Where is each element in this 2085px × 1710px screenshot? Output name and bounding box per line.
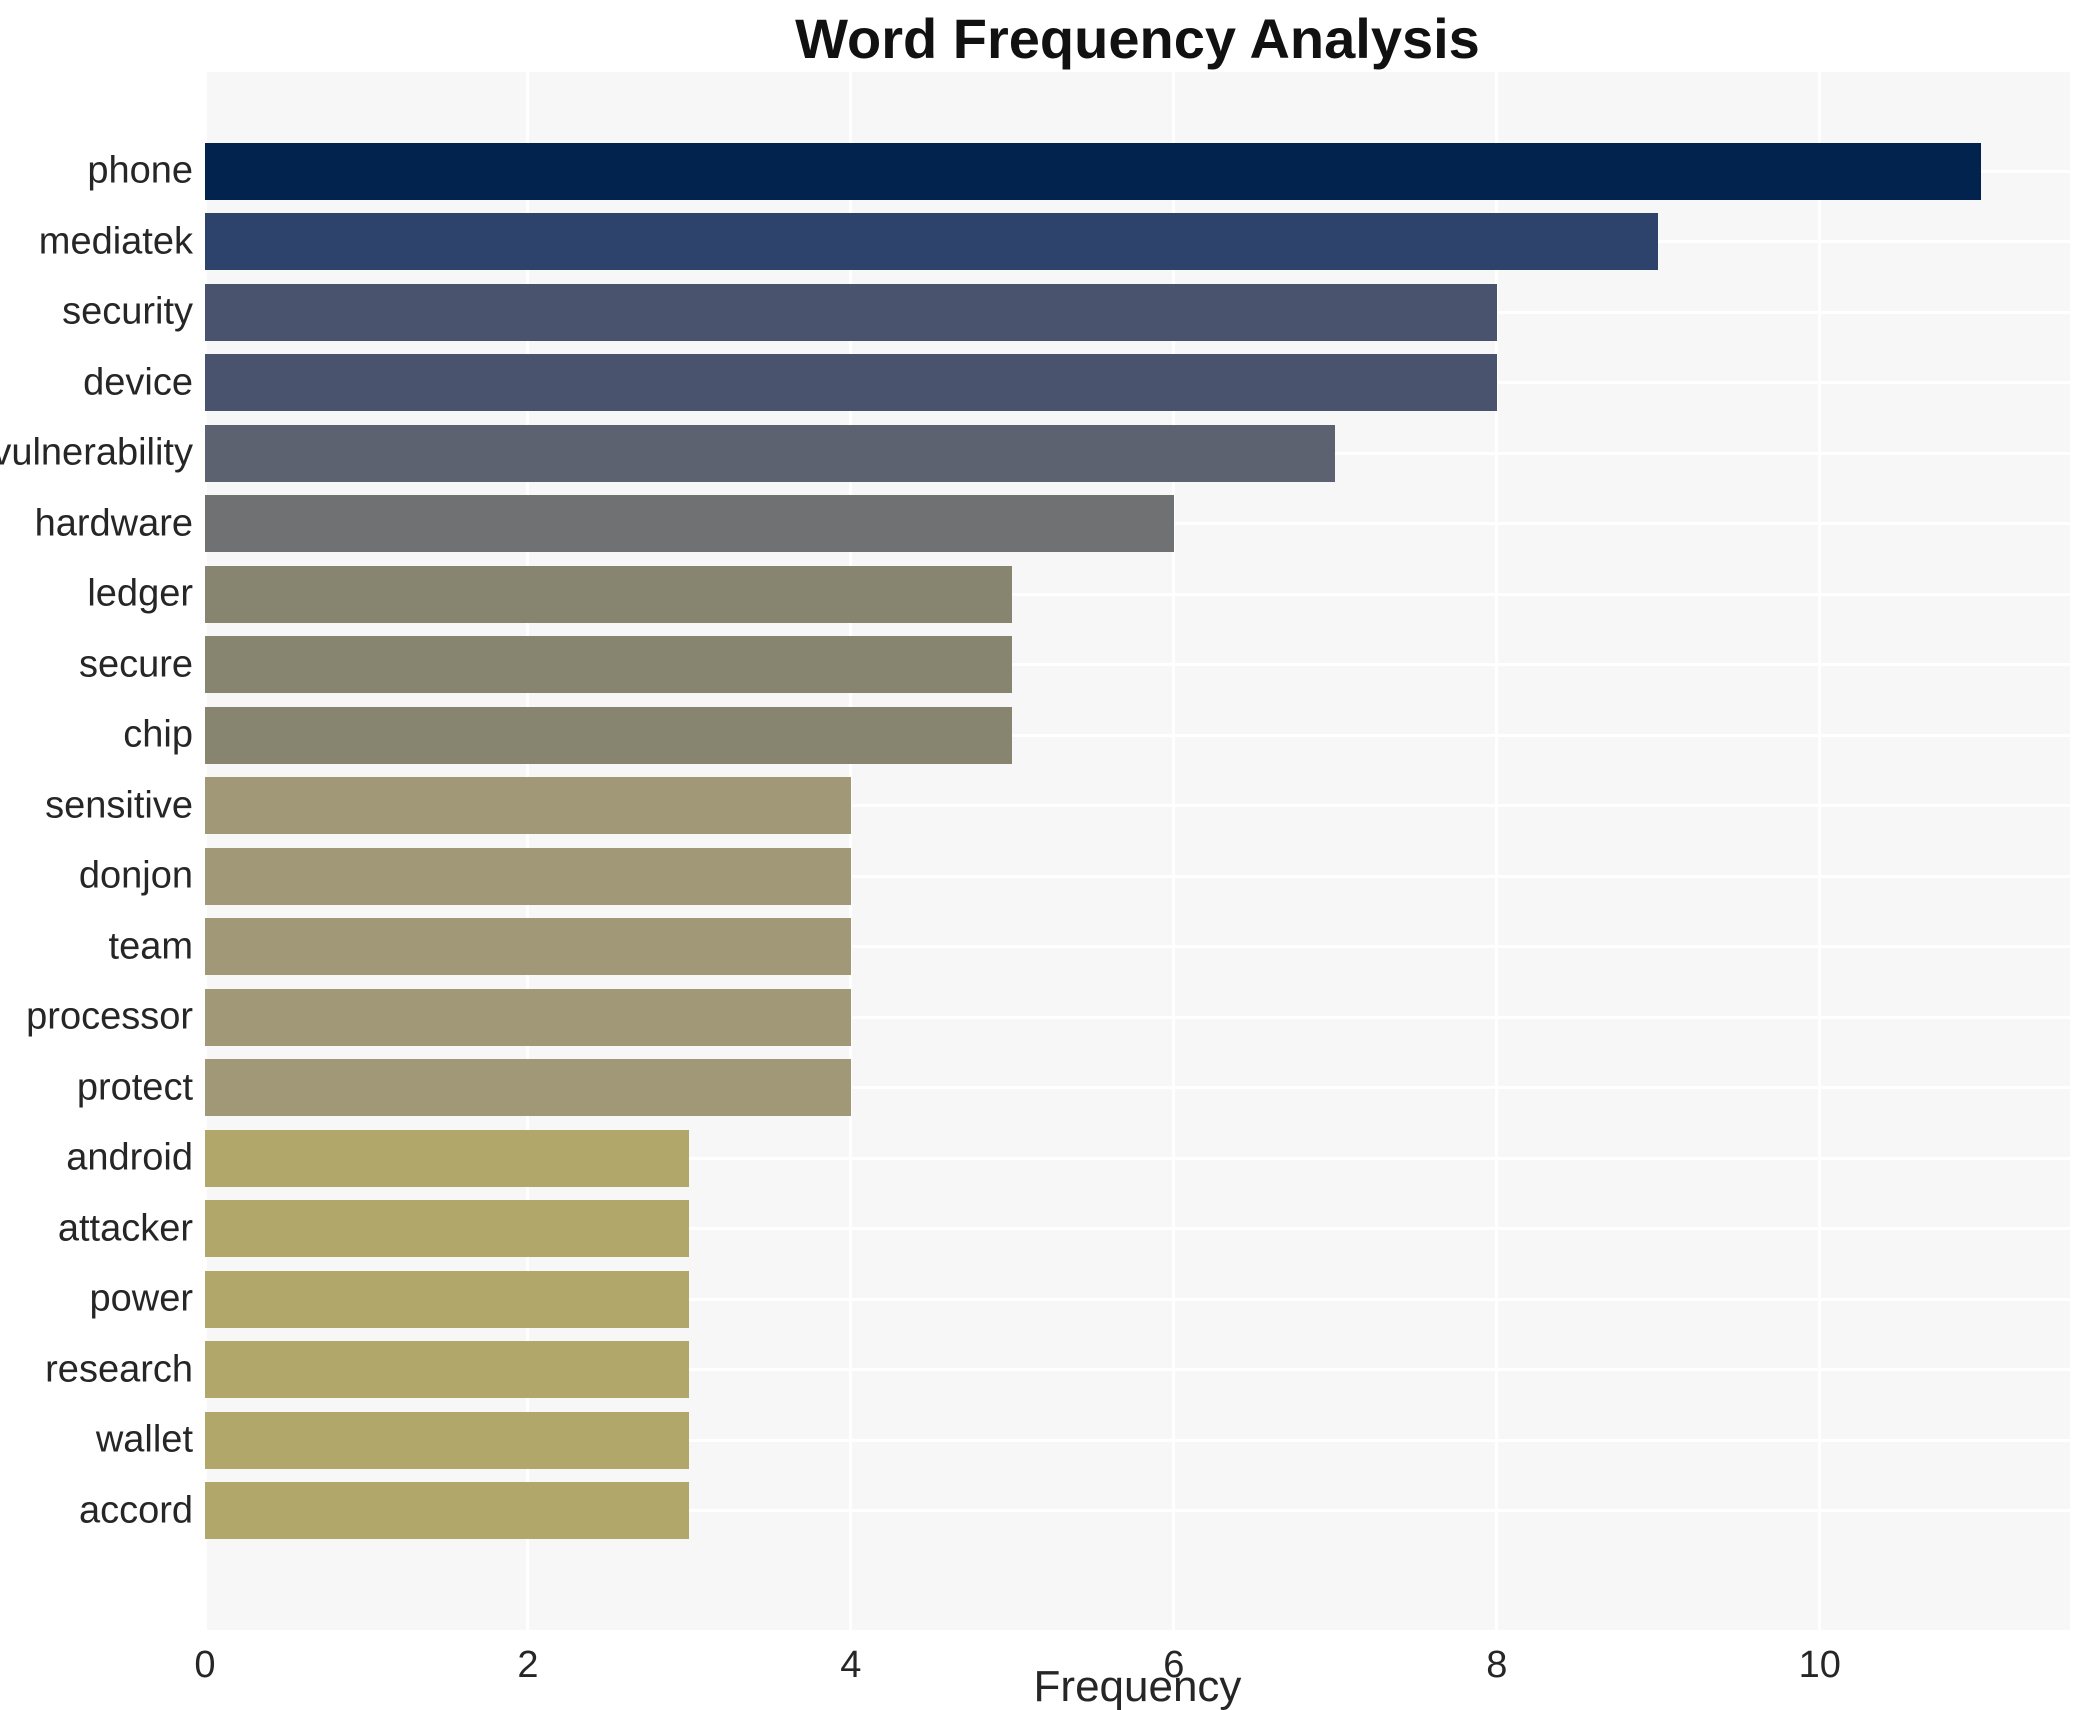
bar-team: [205, 918, 851, 975]
gridline-y: [205, 804, 2070, 807]
gridline-x-4: [849, 72, 853, 1630]
x-axis-title: Frequency: [1033, 1662, 1242, 1710]
gridline-y: [205, 1086, 2070, 1089]
y-tick-label-donjon: donjon: [78, 854, 193, 897]
y-tick-label-team: team: [108, 925, 193, 967]
gridline-y: [205, 1368, 2070, 1371]
bar-secure: [205, 636, 1013, 693]
x-tick-label-6: 6: [1163, 1644, 1185, 1686]
x-tick-label-8: 8: [1486, 1644, 1508, 1686]
y-tick-label-chip: chip: [123, 713, 193, 756]
bar-protect: [205, 1059, 851, 1116]
bar-mediatek: [205, 213, 1659, 270]
bar-processor: [205, 988, 851, 1046]
gridline-y: [205, 663, 2070, 666]
y-axis: phone mediatek security device vulnerability…: [0, 72, 205, 1630]
y-tick-label-mediatek: mediatek: [38, 220, 193, 262]
y-tick-label-wallet: wallet: [95, 1418, 193, 1461]
plot-area: [203, 72, 2070, 1630]
y-tick-label-sensitive: sensitive: [45, 784, 193, 826]
x-tick-label-4: 4: [840, 1644, 862, 1686]
bar-hardware: [205, 495, 1174, 552]
y-tick-label-ledger: ledger: [87, 572, 193, 615]
chart-title: Word Frequency Analysis: [795, 7, 1480, 70]
y-tick-label-research: research: [45, 1348, 193, 1390]
y-tick-label-power: power: [89, 1277, 194, 1320]
y-tick-label-phone: phone: [87, 149, 193, 192]
y-tick-label-hardware: hardware: [34, 502, 193, 544]
gridline-y: [205, 1156, 2070, 1160]
gridline-y: [205, 945, 2070, 948]
y-tick-label-accord: accord: [78, 1489, 193, 1531]
bar-wallet: [205, 1411, 690, 1469]
y-tick-label-processor: processor: [26, 995, 193, 1038]
gridline-x-10: [1818, 72, 1822, 1630]
y-tick-label-android: android: [66, 1136, 193, 1179]
bar-chip: [205, 706, 1013, 764]
gridline-x-6: [1172, 72, 1176, 1630]
bar-phone: [205, 142, 1982, 200]
bar-donjon: [205, 847, 851, 905]
bar-attacker: [205, 1200, 690, 1257]
gridline-x-8: [1495, 72, 1499, 1630]
bar-power: [205, 1270, 690, 1328]
gridline-y: [205, 1227, 2070, 1230]
y-tick-label-secure: secure: [78, 643, 193, 685]
gridline-y: [205, 874, 2070, 878]
bar-research: [205, 1341, 690, 1398]
bar-android: [205, 1129, 690, 1187]
gridline-y: [205, 1509, 2070, 1512]
y-tick-label-protect: protect: [76, 1066, 193, 1108]
y-tick-label-attacker: attacker: [57, 1207, 193, 1249]
gridline-y: [205, 592, 2070, 596]
y-tick-label-vulnerability: vulnerability: [0, 431, 193, 474]
gridline-y: [205, 1438, 2070, 1442]
y-tick-label-security: security: [62, 290, 193, 333]
bar-ledger: [205, 565, 1013, 623]
gridline-y: [205, 1015, 2070, 1019]
bar-sensitive: [205, 777, 851, 834]
bar-security: [205, 283, 1497, 341]
bar-vulnerability: [205, 424, 1336, 482]
y-tick-label-device: device: [83, 361, 193, 403]
bar-device: [205, 354, 1497, 411]
bar-accord: [205, 1482, 690, 1539]
gridline-y: [205, 1297, 2070, 1301]
x-tick-label-10: 10: [1798, 1644, 1841, 1686]
x-tick-label-0: 0: [194, 1644, 216, 1686]
x-tick-label-2: 2: [517, 1644, 539, 1686]
gridline-y: [205, 733, 2070, 737]
